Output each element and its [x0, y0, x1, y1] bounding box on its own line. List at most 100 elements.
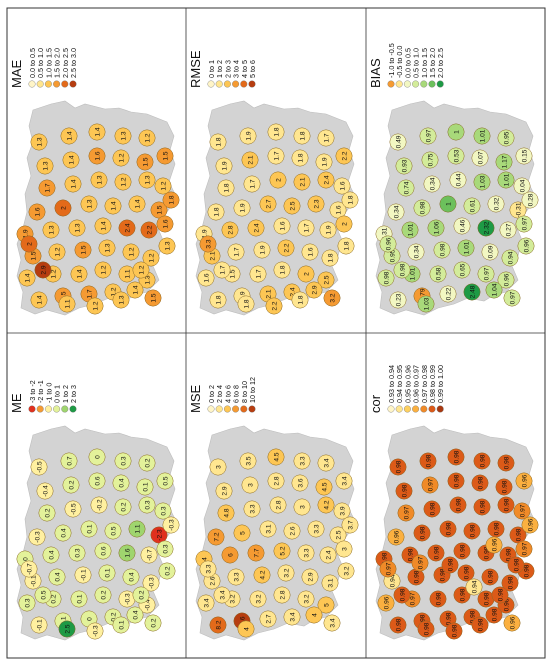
station-value: -0.3 — [148, 577, 155, 589]
station-circle — [209, 458, 227, 476]
station-value: 2 — [303, 272, 310, 276]
station-marker: 0.1 — [112, 616, 130, 634]
station-circle — [319, 546, 337, 564]
legend-label: -1.0 to -0.5 — [387, 43, 396, 78]
station-circle — [144, 289, 162, 307]
station-circle — [42, 546, 60, 564]
station-marker: 1.8 — [291, 149, 309, 167]
station-value: 1.2 — [100, 265, 107, 274]
station-value: 1.4 — [110, 201, 117, 210]
station-circle — [429, 590, 447, 608]
legend-label: 1.0 to 1.5 — [420, 48, 429, 78]
station-value: 2 — [341, 222, 348, 226]
station-value: 0.23 — [395, 293, 402, 306]
station-value: 3.1 — [327, 578, 334, 587]
station-circle — [395, 482, 413, 500]
station-value: 0.98 — [477, 618, 484, 631]
station-circle — [253, 566, 271, 584]
legend-label: 0.5 to 1.0 — [412, 48, 421, 78]
station-marker: 0.98 — [447, 472, 465, 490]
station-marker: 1.2 — [94, 261, 112, 279]
station-circle — [38, 179, 56, 197]
station-circle — [36, 482, 54, 500]
station-marker: 3 — [241, 476, 259, 494]
station-value: 1.4 — [70, 179, 77, 188]
station-value: 1.4 — [68, 155, 75, 164]
legend-mae: MAE 0.0 to 0.5 0.5 to 1.0 1.0 to 1.5 1.5 to … — [9, 48, 78, 88]
station-value: -0.7 — [146, 549, 153, 561]
station-marker: 0 — [88, 448, 106, 466]
station-circle — [447, 472, 465, 490]
legend-swatch — [403, 80, 411, 88]
station-circle — [132, 261, 150, 279]
station-marker: 1.4 — [94, 217, 112, 235]
station-value: 4 — [201, 557, 208, 561]
station-marker: 0.34 — [423, 175, 441, 193]
station-circle — [48, 568, 66, 586]
station-marker: 5.2 — [273, 542, 291, 560]
station-circle — [88, 448, 106, 466]
station-value: 0.93 — [401, 159, 408, 172]
station-value: 1.3 — [74, 223, 81, 232]
station-value: 0.65 — [459, 263, 466, 276]
station-value: 2.2 — [283, 243, 290, 252]
legend-label: 8 to 10 — [240, 381, 249, 403]
station-value: 2.1 — [247, 155, 254, 164]
station-value: 1.7 — [303, 223, 310, 232]
station-circle — [104, 197, 122, 215]
station-value: 2.6 — [209, 576, 216, 585]
station-value: 1.9 — [239, 291, 246, 300]
station-value: 0.96 — [503, 273, 510, 286]
station-value: 0.7 — [66, 456, 73, 465]
station-value: 1.9 — [245, 131, 252, 140]
station-marker: 0.2 — [138, 454, 156, 472]
station-circle — [197, 269, 215, 287]
station-marker: 0.98 — [429, 590, 447, 608]
station-marker: -0.3 — [162, 516, 180, 534]
station-circle — [321, 249, 339, 267]
station-circle — [162, 191, 180, 209]
station-value: 0.49 — [395, 135, 402, 148]
station-marker: 0.4 — [42, 546, 60, 564]
station-circle — [253, 241, 271, 259]
station-circle — [497, 496, 515, 514]
station-circle — [317, 129, 335, 147]
station-circle — [243, 175, 261, 193]
station-marker: 3.3 — [293, 452, 311, 470]
station-value: 5.2 — [279, 546, 286, 555]
station-circle — [144, 614, 162, 632]
station-circle — [333, 177, 351, 195]
station-marker: 0.6 — [94, 542, 112, 560]
station-value: 0.98 — [477, 476, 484, 489]
station-marker: 1.01 — [473, 127, 491, 145]
station-value: 3.2 — [343, 566, 350, 575]
station-circle — [30, 458, 48, 476]
station-value: 1.8 — [223, 183, 230, 192]
legend-swatch — [207, 80, 215, 88]
station-value: 1.5 — [150, 293, 157, 302]
station-marker: 0.98 — [497, 454, 515, 472]
station-value: 0.98 — [433, 546, 440, 559]
station-circle — [138, 454, 156, 472]
station-marker: -0.1 — [74, 566, 92, 584]
station-value: -0.79 — [419, 288, 426, 303]
legend-label: 2.0 to 2.5 — [61, 48, 70, 78]
station-marker: 0.98 — [501, 574, 519, 592]
station-marker: 1.2 — [114, 173, 132, 191]
station-marker: 1.7 — [38, 179, 56, 197]
station-circle — [389, 616, 407, 634]
station-value: 0.5 — [40, 590, 47, 599]
station-value: 3.1 — [265, 524, 272, 533]
legend-swatch — [215, 405, 223, 413]
station-value: 0.97 — [403, 506, 410, 519]
legend-label: 0.96 to 0.97 — [412, 365, 421, 403]
station-circle — [515, 472, 533, 490]
station-marker: 0.98 — [393, 586, 411, 604]
station-circle — [485, 606, 503, 624]
station-circle — [341, 516, 359, 534]
station-circle — [140, 221, 158, 239]
station-circle — [158, 237, 176, 255]
station-marker: 3.4 — [197, 594, 215, 612]
station-circle — [98, 564, 116, 582]
